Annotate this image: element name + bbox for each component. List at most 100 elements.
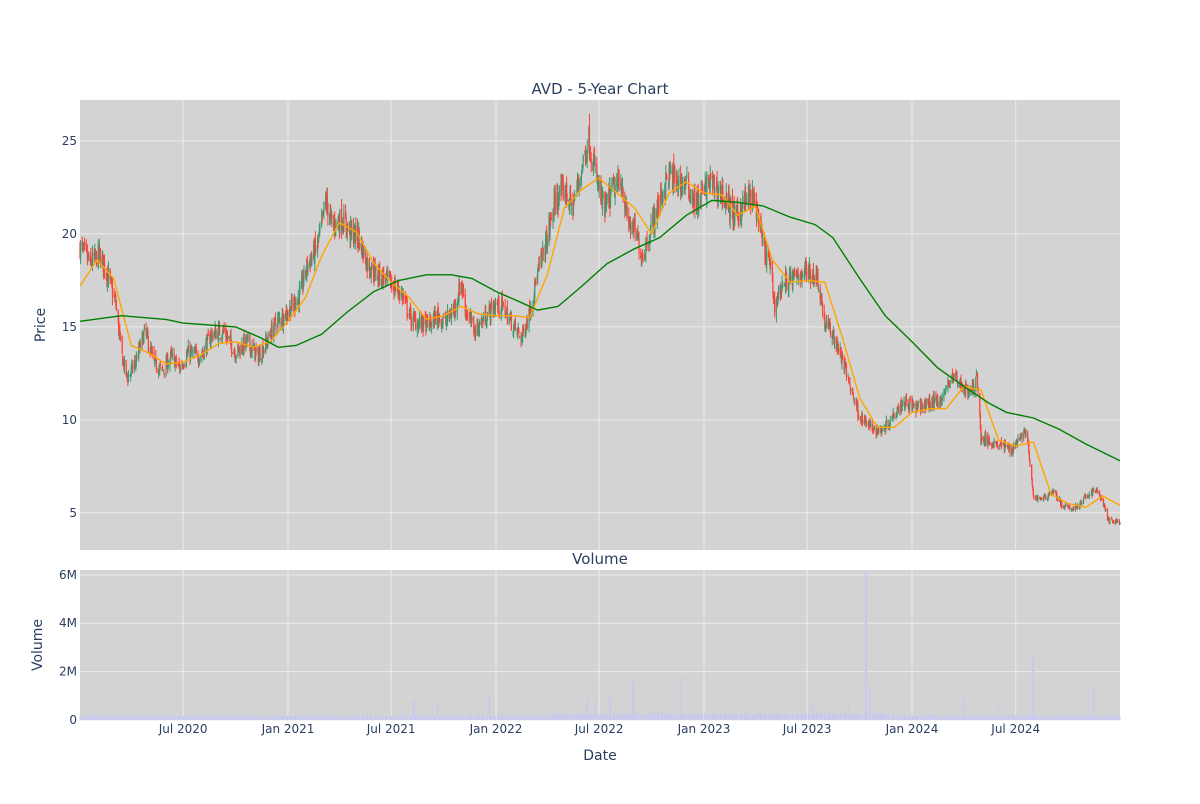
candle-body (265, 337, 267, 353)
volume-bar (828, 712, 830, 720)
price-y-tick-label: 10 (62, 413, 77, 427)
volume-bar (1025, 715, 1027, 720)
volume-bar (505, 715, 507, 720)
candle-body (799, 275, 801, 281)
volume-y-axis-label: Volume (30, 619, 46, 671)
volume-bar (444, 715, 446, 720)
candle-body (1104, 504, 1106, 507)
candle-body (887, 419, 889, 428)
candle-body (625, 203, 627, 212)
volume-bar (572, 713, 574, 720)
candle-body (502, 301, 504, 306)
candle-body (177, 364, 179, 366)
volume-bar (494, 715, 496, 720)
volume-bar (470, 717, 472, 720)
candle-body (486, 322, 488, 326)
volume-bar (314, 716, 316, 720)
volume-bar (560, 716, 562, 720)
volume-bar (605, 715, 607, 720)
candle-body (953, 373, 955, 377)
volume-bar (110, 717, 112, 720)
volume-bar (226, 716, 228, 720)
candle-body (494, 303, 497, 310)
candle-body (996, 442, 998, 445)
candle-body (334, 220, 336, 232)
x-tick-label: Jan 2024 (885, 722, 939, 736)
candle-body (837, 346, 839, 350)
volume-bar (745, 715, 747, 720)
volume-bar (393, 715, 395, 720)
volume-bar (863, 712, 865, 720)
volume-bar (947, 715, 949, 720)
candle-body (644, 255, 646, 260)
volume-bar (705, 713, 707, 720)
candle-body (728, 192, 730, 196)
volume-bar (233, 717, 235, 720)
candle-body (1012, 452, 1014, 454)
volume-bar (750, 712, 752, 720)
volume-bar (442, 715, 444, 720)
price-y-axis-label: Price (33, 308, 49, 342)
candle-body (578, 182, 580, 187)
volume-bar (548, 716, 550, 720)
candle-body (159, 363, 161, 366)
candle-body (413, 314, 416, 318)
volume-bar (1065, 714, 1067, 720)
candle-body (773, 295, 775, 299)
volume-bar (618, 716, 620, 720)
volume-bar (668, 716, 670, 720)
candle-body (568, 202, 571, 211)
volume-bar (257, 716, 259, 720)
volume-bar (306, 716, 308, 720)
volume-bar (119, 717, 121, 720)
volume-bar (592, 714, 594, 720)
volume-bar (365, 716, 367, 720)
candle-body (231, 352, 233, 354)
volume-bar (610, 715, 612, 720)
candle-body (857, 402, 859, 417)
volume-bar (391, 717, 393, 720)
volume-bar (409, 715, 411, 720)
candle-body (294, 298, 296, 310)
candle-body (609, 187, 612, 205)
candle-body (574, 194, 576, 196)
volume-bar (270, 715, 272, 720)
candle-body (138, 346, 140, 358)
candle-body (426, 314, 428, 319)
volume-bar (708, 714, 710, 720)
volume-bar (497, 715, 499, 720)
candle-body (960, 379, 962, 386)
volume-bar (702, 715, 704, 720)
candle-body (521, 335, 523, 339)
candle-body (957, 385, 959, 387)
candle-body (992, 445, 995, 447)
candle-body (829, 328, 832, 338)
volume-bar (458, 714, 460, 720)
volume-bar (179, 716, 181, 720)
volume-bar (381, 717, 383, 720)
volume-bar (218, 717, 220, 720)
volume-bar (469, 715, 471, 720)
candle-body (771, 267, 773, 279)
candle-body (1061, 502, 1063, 508)
candle-body (678, 175, 680, 182)
volume-bar (969, 717, 971, 720)
candle-body (330, 210, 332, 214)
volume-bar (556, 716, 558, 720)
volume-bar (664, 714, 666, 720)
volume-bar (258, 717, 260, 720)
volume-bar (415, 715, 417, 720)
candle-body (889, 420, 891, 424)
volume-bar (251, 716, 253, 720)
candle-body (780, 291, 783, 294)
volume-bar (452, 716, 454, 720)
volume-bar (234, 717, 236, 720)
volume-bar (916, 715, 918, 720)
volume-bar (550, 716, 552, 720)
volume-bar (1035, 716, 1037, 720)
volume-bar (788, 714, 790, 720)
volume-bar (541, 715, 543, 720)
candle-body (781, 281, 783, 292)
volume-bar (404, 717, 406, 720)
volume-bar (321, 717, 323, 720)
